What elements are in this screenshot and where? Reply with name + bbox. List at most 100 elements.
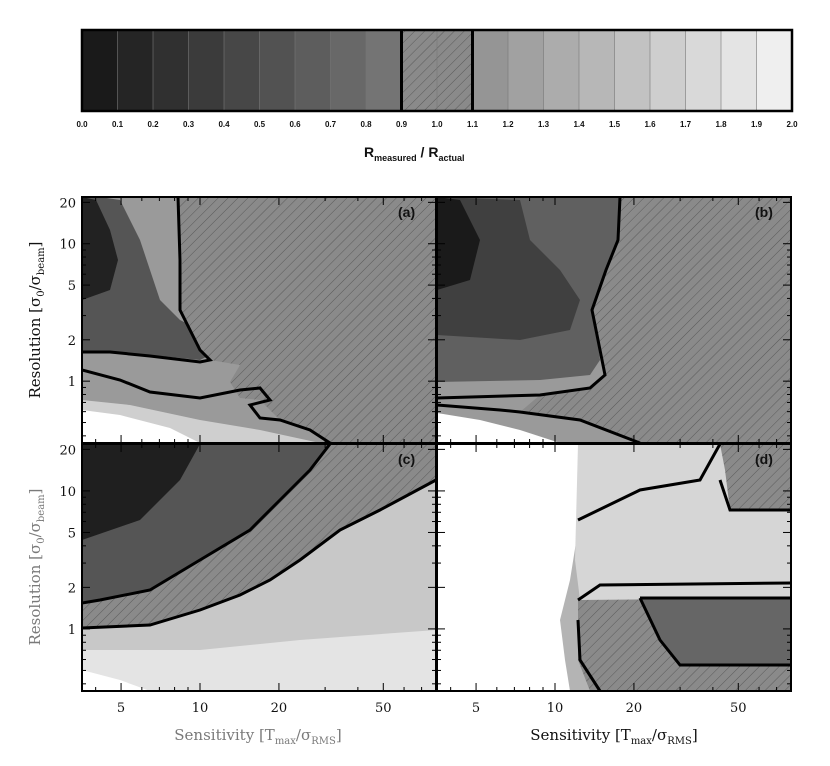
colorbar-tick-label: 0.6 [289, 120, 301, 129]
panel-a-white-region [82, 410, 200, 443]
colorbar-segment [81, 29, 119, 112]
x-tick-label: 20 [271, 701, 288, 716]
colorbar-tick-label: 1.3 [538, 120, 550, 129]
y-tick-label: 1 [68, 623, 76, 638]
panel-c-hatched-region [82, 444, 436, 628]
panel-c-darkest-region [82, 444, 200, 540]
panel-b-hatched-region [520, 197, 791, 443]
colorbar-segment [436, 29, 474, 112]
panel-b-contour-1 [437, 197, 622, 400]
panel-c [82, 444, 436, 691]
colorbar-tick-label: 1.8 [715, 120, 727, 129]
colorbar-segment [259, 29, 296, 112]
x-axis-title-left: Sensitivity [Tmax/σRMS] [174, 726, 341, 747]
colorbar-segment [614, 29, 651, 112]
x-tick-label: 50 [375, 701, 392, 716]
colorbar-title-sub1: measured [374, 153, 417, 163]
x-tick-label: 10 [192, 701, 209, 716]
colorbar-tick-label: 1.2 [502, 120, 514, 129]
panel-d-white-region [437, 444, 578, 691]
colorbar-segment [507, 29, 545, 112]
colorbar-tick-label: 1.4 [573, 120, 585, 129]
colorbar-segment [223, 29, 261, 112]
colorbar-segment [720, 29, 758, 112]
colorbar-title-sub2: actual [438, 153, 464, 163]
colorbar-segment [152, 29, 190, 112]
colorbar-tick-label: 1.1 [467, 120, 479, 129]
x-tick-label: 5 [117, 701, 125, 716]
colorbar-title-r2: R [428, 144, 438, 160]
colorbar-tick-label: 0.5 [254, 120, 266, 129]
panel-a-darkest-region [82, 197, 118, 300]
y-tick-label: 2 [68, 334, 76, 349]
panel-c-light-region [82, 630, 436, 691]
colorbar-segment [330, 29, 367, 112]
colorbar-segment [365, 29, 403, 112]
colorbar-tick-label: 0.9 [396, 120, 408, 129]
colorbar-tick-label: 1.5 [609, 120, 621, 129]
panel-d-contour-2 [577, 581, 791, 602]
y-tick-label: 20 [59, 443, 76, 458]
x-tick-label: 50 [730, 701, 747, 716]
colorbar-segment [649, 29, 687, 112]
panel-b-label: (b) [755, 204, 773, 220]
colorbar-tick-label: 0.0 [76, 120, 88, 129]
panel-c-label: (c) [398, 451, 415, 467]
panel-a-label: (a) [398, 204, 415, 220]
colorbar-tick-label: 1.0 [431, 120, 443, 129]
colorbar-segment [472, 29, 509, 112]
colorbar-segment [294, 29, 332, 112]
colorbar-segment [401, 29, 438, 112]
panel-b-white-region [437, 413, 560, 443]
panel-b-darkest-region [437, 197, 480, 290]
panel-c-contour-1 [82, 444, 332, 605]
colorbar-segment [117, 29, 154, 112]
panel-d-dark-block [640, 598, 791, 665]
colorbar-segment [685, 29, 722, 112]
panel-d-frame [436, 443, 792, 692]
y-tick-label: 2 [68, 581, 76, 596]
y-axis-title-top: Resolution [σ0/σbeam] [26, 241, 47, 398]
colorbar-tick-label: 1.7 [680, 120, 692, 129]
panel-d-contour-4 [638, 596, 791, 667]
panel-c-contour-2 [82, 478, 436, 630]
colorbar-tick-label: 0.7 [325, 120, 337, 129]
y-axis-title-bottom: Resolution [σ0/σbeam] [26, 488, 47, 645]
colorbar-segment [756, 29, 793, 112]
colorbar-tick-label: 1.9 [751, 120, 763, 129]
x-tick-label: 20 [626, 701, 643, 716]
colorbar-title-sep: / [417, 144, 429, 160]
colorbar-tick-label: 0.8 [360, 120, 372, 129]
colorbar-tick-label: 0.4 [218, 120, 230, 129]
colorbar-tick-label: 0.1 [112, 120, 124, 129]
panel-d-contour-3 [576, 619, 602, 691]
panel-a-hatched-region [178, 197, 436, 443]
y-tick-label: 20 [59, 196, 76, 211]
colorbar-tick-label: 1.6 [644, 120, 656, 129]
y-tick-label: 5 [68, 526, 76, 541]
panel-d [437, 444, 791, 691]
colorbar [80, 28, 794, 113]
colorbar-segment [188, 29, 225, 112]
panel-a-contour-1 [82, 197, 214, 364]
colorbar-tick-labels: 0.0 0.1 0.2 0.3 0.4 0.5 0.6 0.7 0.8 0.9 1.0 1.1 1.2 1… [76, 120, 798, 129]
panel-a-dark-region [82, 197, 220, 360]
panel-c-white-region [82, 670, 150, 691]
panel-b [437, 197, 791, 443]
x-tick-label: 5 [472, 701, 480, 716]
colorbar-tick-label: 0.2 [147, 120, 159, 129]
colorbar-tick-label: 2.0 [786, 120, 798, 129]
y-tick-label: 10 [59, 238, 76, 253]
colorbar-segment [578, 29, 616, 112]
colorbar-title: Rmeasured / Ractual [364, 144, 464, 163]
x-axis-title-right: Sensitivity [Tmax/σRMS] [530, 726, 697, 747]
panel-d-label: (d) [755, 451, 773, 467]
colorbar-segment [543, 29, 580, 112]
panel-a-contour-2 [82, 368, 331, 443]
y-tick-label: 5 [68, 279, 76, 294]
panel-d-hatched-top [720, 444, 791, 510]
panel-b-contour-2 [437, 403, 641, 443]
y-tick-label: 1 [68, 375, 76, 390]
axis-ticks: 5 10 20 50 5 10 20 50 1 2 5 10 20 1 2 5 10 20 [59, 196, 791, 716]
